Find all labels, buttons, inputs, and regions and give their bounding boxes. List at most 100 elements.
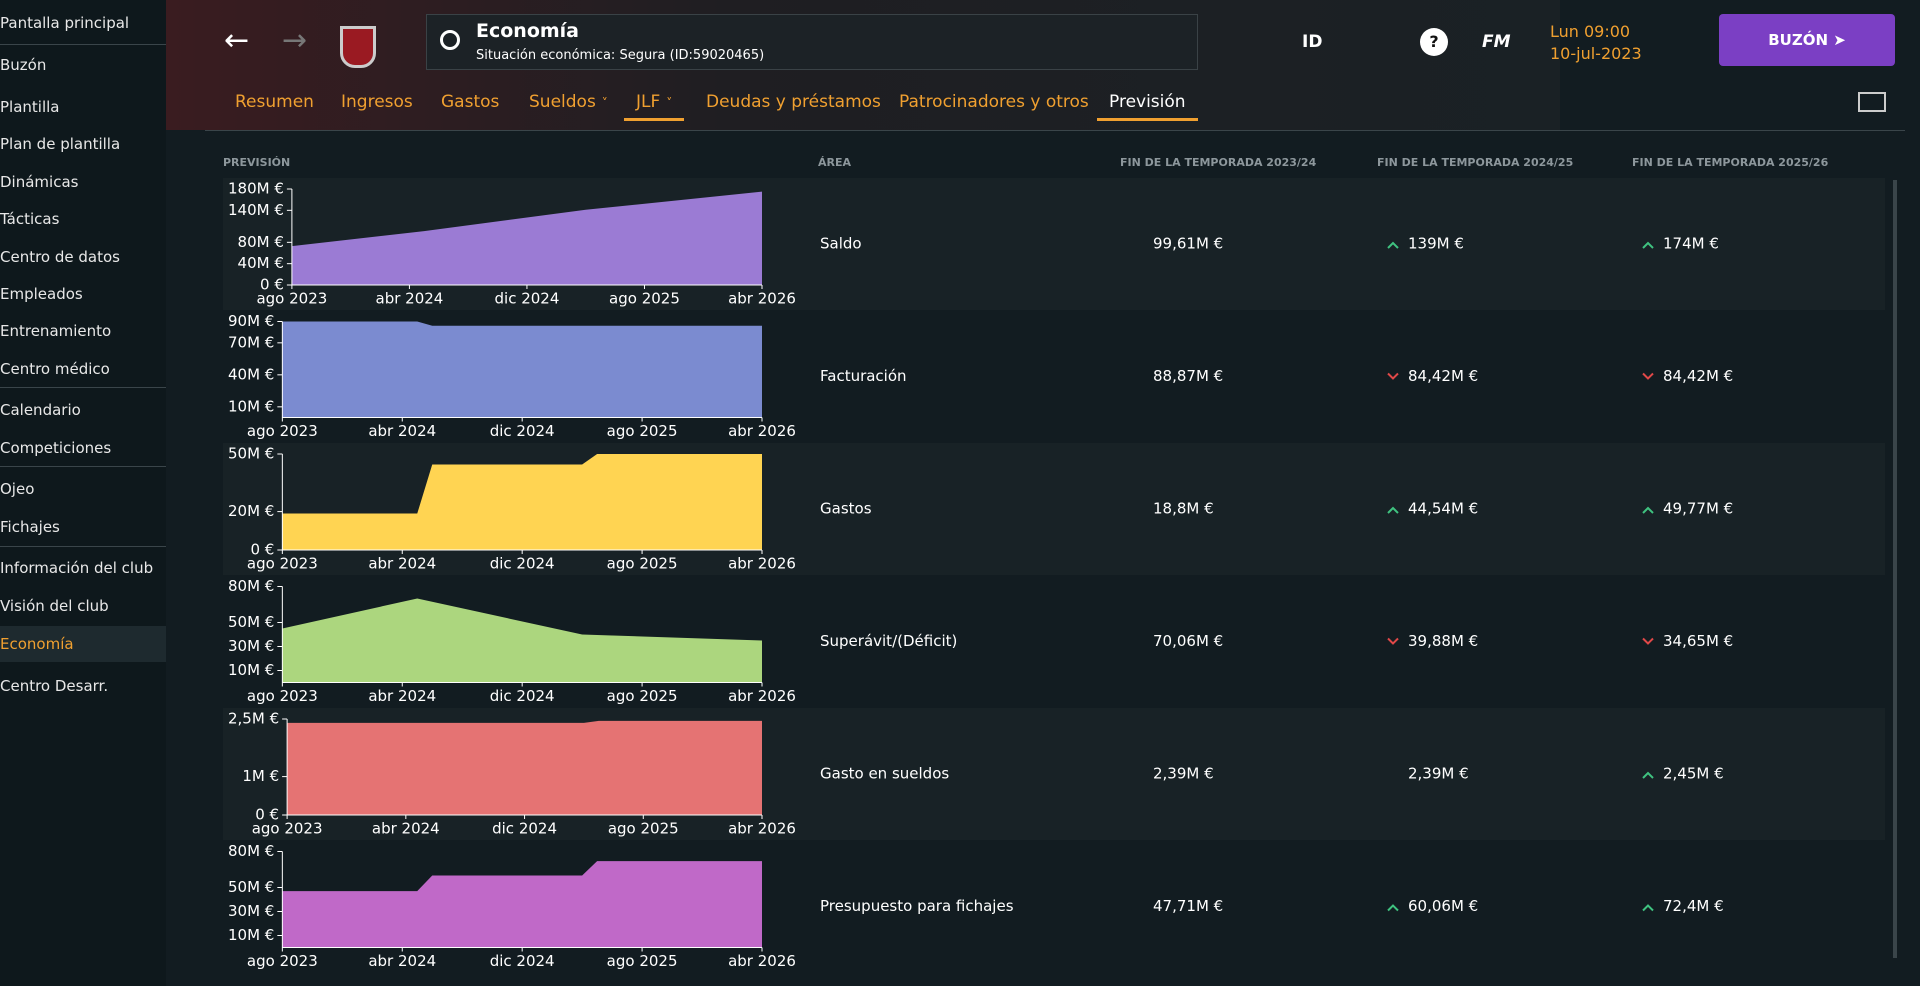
tab[interactable]: Gastos [441,92,499,112]
x-tick-label: ago 2023 [247,422,318,440]
separator [0,546,166,547]
fm-button[interactable]: FM [1482,32,1511,52]
monitor-icon[interactable] [1858,92,1886,112]
x-tick-label: abr 2026 [728,820,796,838]
y-tick-label: 80M € [228,842,274,860]
sidebar-item[interactable]: Competiciones [0,430,166,466]
tab-label: Sueldos [529,92,596,112]
sidebar-item[interactable]: Economía [0,626,166,662]
column-header: FIN DE LA TEMPORADA 2025/26 [1632,156,1829,169]
value: 70,06M € [1153,632,1223,650]
value: 84,42M € [1408,367,1478,385]
sidebar-label: Buzón [0,56,47,74]
y-tick-label: 40M € [228,365,274,383]
sidebar-label: Ojeo [0,480,35,498]
tab[interactable]: Sueldos ˅ [529,92,608,112]
sidebar-item[interactable]: Tácticas [0,201,166,237]
value: 72,4M € [1663,897,1724,915]
tab-label: Deudas y préstamos [706,92,881,112]
x-tick-label: abr 2026 [728,952,796,970]
trend-down [1642,372,1654,380]
club-badge[interactable] [340,26,376,68]
sidebar-item[interactable]: Centro de datos [0,239,166,275]
sidebar-item[interactable]: Fichajes [0,509,166,545]
value: 174M € [1663,235,1719,253]
x-tick-label: ago 2025 [609,290,680,308]
scrollbar[interactable] [1893,180,1897,958]
forward-button[interactable]: → [282,23,308,58]
y-tick-label: 80M € [238,233,284,251]
area-label: Presupuesto para fichajes [820,897,1014,915]
area [287,720,762,815]
area-label: Gastos [820,500,872,518]
sidebar-label: Centro médico [0,360,110,378]
sidebar-item[interactable]: Información del club [0,550,166,586]
sidebar: Pantalla principal Buzón Plantilla Plan de … [0,0,166,986]
y-tick-label: 20M € [228,502,274,520]
sidebar-label: Plantilla [0,98,60,116]
sidebar-label: Plan de plantilla [0,135,121,153]
tab[interactable]: JLF ˅ [624,92,685,121]
sidebar-item[interactable]: Entrenamiento [0,313,166,349]
sidebar-item[interactable]: Buzón [0,47,166,83]
sidebar-item[interactable]: Centro médico [0,351,166,387]
sidebar-item[interactable]: Ojeo [0,471,166,507]
tab[interactable]: Resumen [235,92,314,112]
trend-up [1642,904,1654,912]
back-button[interactable]: ← [224,23,250,58]
x-tick-label: dic 2024 [490,952,555,970]
value: 139M € [1408,235,1464,253]
x-tick-label: ago 2023 [252,820,323,838]
x-tick-label: dic 2024 [490,555,555,573]
x-tick-label: ago 2023 [247,952,318,970]
tab[interactable]: Deudas y préstamos [706,92,881,112]
tab[interactable]: Ingresos [341,92,413,112]
x-tick-label: dic 2024 [490,422,555,440]
sidebar-label: Tácticas [0,210,60,228]
tab[interactable]: Previsión [1097,92,1198,121]
y-tick-label: 40M € [238,254,284,272]
sidebar-label: Calendario [0,401,81,419]
sidebar-item[interactable]: Empleados [0,276,166,312]
x-tick-label: ago 2023 [247,687,318,705]
y-tick-label: 30M € [228,902,274,920]
trend-up [1642,771,1654,779]
y-tick-label: 140M € [228,201,284,219]
sidebar-label: Centro Desarr. [0,677,109,695]
search-icon [440,30,460,50]
area-label: Facturación [820,367,907,385]
inbox-button[interactable]: BUZÓN ➤ [1719,14,1895,66]
search-box[interactable] [426,14,1198,70]
id-button[interactable]: ID [1302,32,1323,52]
x-tick-label: ago 2023 [256,290,327,308]
value: 84,42M € [1663,367,1733,385]
date[interactable]: 10-jul-2023 [1550,44,1642,63]
value: 60,06M € [1408,897,1478,915]
y-tick-label: 90M € [228,312,274,330]
value: 88,87M € [1153,367,1223,385]
sidebar-item[interactable]: Centro Desarr. [0,668,166,704]
tab[interactable]: Patrocinadores y otros [899,92,1089,112]
value: 99,61M € [1153,235,1223,253]
sidebar-item[interactable]: Pantalla principal [0,5,166,41]
x-tick-label: dic 2024 [492,820,557,838]
x-tick-label: abr 2026 [728,555,796,573]
sidebar-item[interactable]: Visión del club [0,588,166,624]
value: 34,65M € [1663,632,1733,650]
sidebar-item[interactable]: Dinámicas [0,164,166,200]
value: 2,39M € [1408,765,1469,783]
sidebar-item[interactable]: Calendario [0,392,166,428]
help-button[interactable]: ? [1420,28,1448,56]
area [282,861,762,948]
x-tick-label: ago 2025 [607,555,678,573]
y-tick-label: 50M € [228,613,274,631]
x-tick-label: abr 2026 [728,422,796,440]
x-tick-label: dic 2024 [495,290,560,308]
sidebar-label: Centro de datos [0,248,120,266]
sidebar-item[interactable]: Plantilla [0,89,166,125]
y-tick-label: 10M € [228,397,274,415]
sidebar-item[interactable]: Plan de plantilla [0,126,166,162]
sidebar-label: Entrenamiento [0,322,112,340]
x-tick-label: ago 2025 [608,820,679,838]
